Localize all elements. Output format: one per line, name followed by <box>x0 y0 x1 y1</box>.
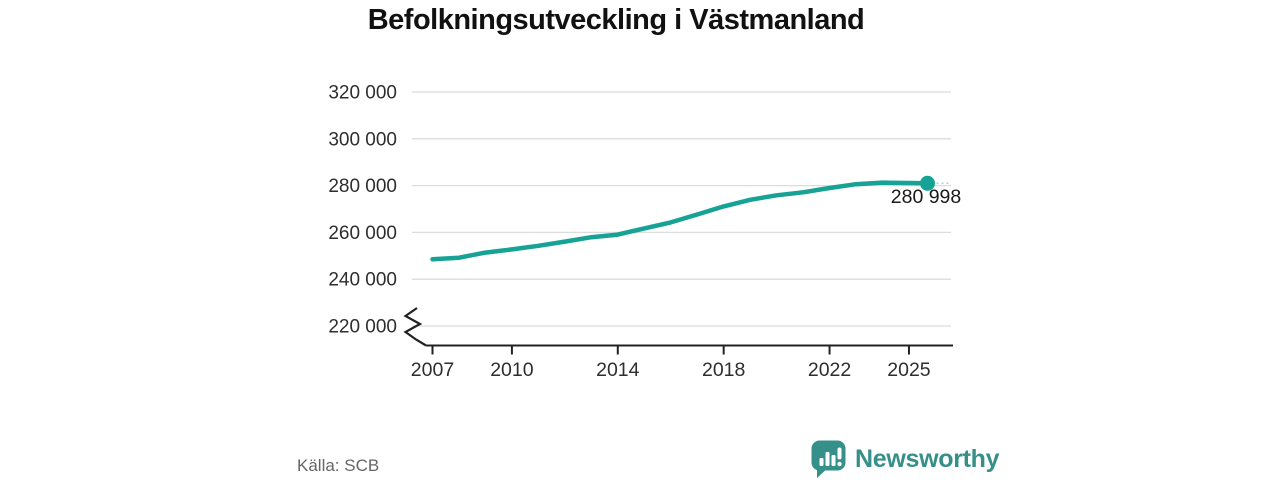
x-axis-tick-label: 2014 <box>596 359 640 381</box>
y-axis-tick-label: 320 000 <box>328 83 397 104</box>
chart-title: Befolkningsutveckling i Västmanland <box>367 4 865 36</box>
x-axis-tick-label: 2010 <box>490 359 534 381</box>
source-label: Källa: SCB <box>297 456 380 475</box>
x-axis-tick-label: 2025 <box>887 359 931 381</box>
latest-value-dot <box>919 175 935 191</box>
latest-value-label: 280 998 <box>891 186 962 208</box>
y-axis-tick-label: 280 000 <box>328 176 397 197</box>
x-axis-tick-label: 2018 <box>702 359 745 381</box>
x-axis-tick-label: 2007 <box>411 359 454 381</box>
newsworthy-logo-text: Newsworthy <box>855 444 1000 473</box>
y-axis-break-icon <box>403 307 427 347</box>
newsworthy-logo: Newsworthy <box>811 440 1000 478</box>
x-axis-tick-label: 2022 <box>808 359 851 381</box>
population-line-series <box>430 180 930 262</box>
y-axis-tick-label: 240 000 <box>328 270 397 291</box>
newsworthy-logo-icon <box>811 440 846 478</box>
y-axis-tick-label: 260 000 <box>328 223 397 244</box>
y-axis-tick-label: 220 000 <box>328 317 397 338</box>
y-axis-tick-label: 300 000 <box>328 129 397 150</box>
